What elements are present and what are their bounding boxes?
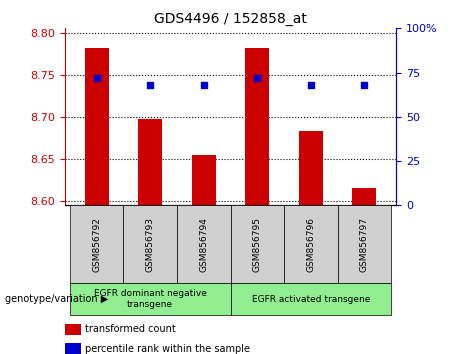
Text: percentile rank within the sample: percentile rank within the sample: [85, 344, 250, 354]
Text: genotype/variation ▶: genotype/variation ▶: [5, 294, 108, 304]
Point: [147, 82, 154, 88]
Bar: [299, 131, 323, 205]
Bar: [85, 48, 109, 205]
Text: GSM856796: GSM856796: [306, 217, 315, 272]
Point: [93, 75, 100, 81]
Text: EGFR activated transgene: EGFR activated transgene: [252, 295, 370, 304]
Bar: [192, 155, 216, 205]
Text: GSM856794: GSM856794: [199, 217, 208, 272]
Text: EGFR dominant negative
transgene: EGFR dominant negative transgene: [94, 290, 207, 309]
Bar: [245, 48, 269, 205]
Point: [254, 75, 261, 81]
Point: [307, 82, 314, 88]
Bar: [352, 188, 376, 205]
Title: GDS4496 / 152858_at: GDS4496 / 152858_at: [154, 12, 307, 26]
Text: GSM856797: GSM856797: [360, 217, 369, 272]
Point: [200, 82, 207, 88]
Text: transformed count: transformed count: [85, 324, 176, 334]
Point: [361, 82, 368, 88]
Text: GSM856795: GSM856795: [253, 217, 262, 272]
Text: GSM856792: GSM856792: [92, 217, 101, 272]
Text: GSM856793: GSM856793: [146, 217, 155, 272]
Bar: [138, 119, 162, 205]
